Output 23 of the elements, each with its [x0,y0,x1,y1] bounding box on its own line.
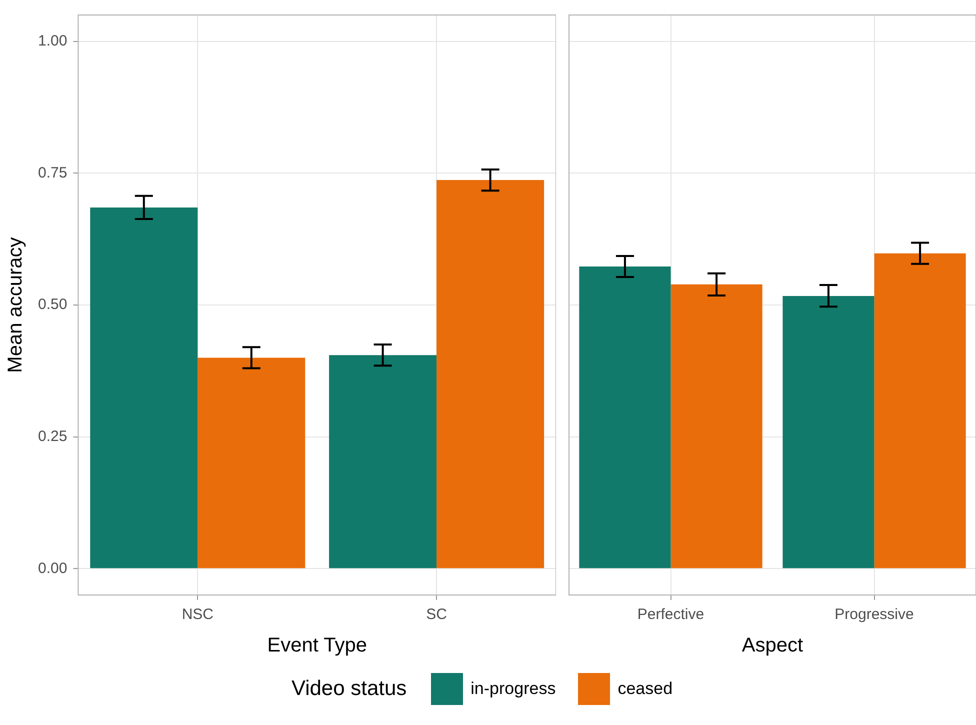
bar [436,180,544,568]
y-tick-label: 0.00 [38,560,68,577]
bar [782,296,874,568]
bar [90,207,198,568]
x-tick-label: Perfective [637,606,704,624]
legend-label: in-progress [470,679,556,699]
bar [874,253,966,568]
bar [670,284,762,568]
y-axis-title: Mean accuracy [4,237,27,373]
bar [329,355,437,568]
y-tick-label: 0.50 [38,296,68,314]
y-tick-label: 0.25 [38,428,68,445]
x-tick-label: Progressive [834,606,914,624]
y-tick-label: 0.75 [38,164,68,182]
legend-label: ceased [618,679,673,699]
x-tick-label: SC [426,606,448,624]
y-tick-label: 1.00 [38,32,68,50]
bar [198,358,306,568]
x-axis-title: Event Type [267,634,367,657]
legend-title: Video status [291,677,407,701]
x-tick-label: NSC [182,606,214,624]
bar [579,266,671,568]
x-axis-title: Aspect [742,634,804,657]
